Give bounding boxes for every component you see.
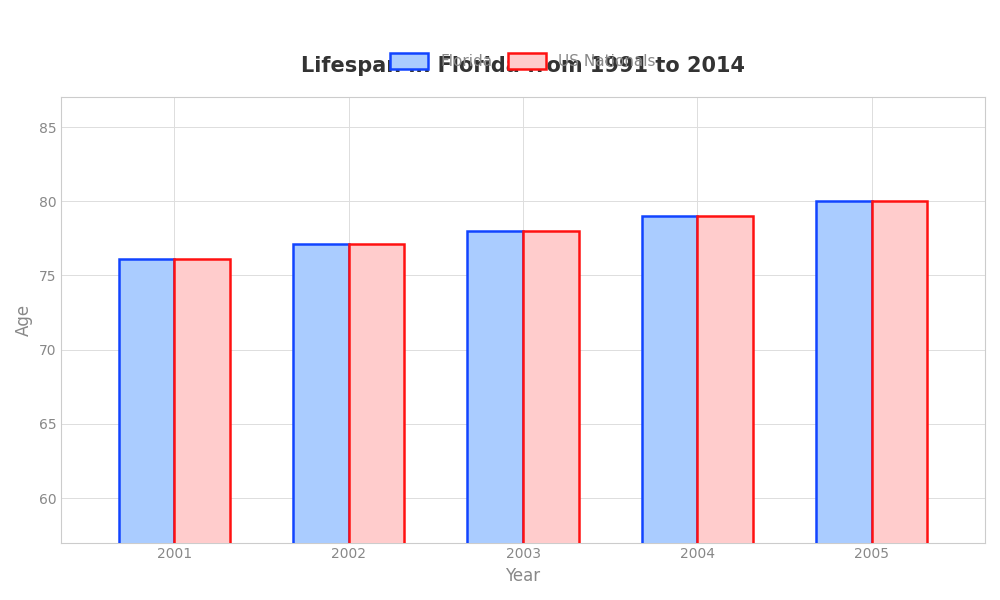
Bar: [642, 216, 697, 600]
Y-axis label: Age: Age: [15, 304, 33, 336]
Bar: [816, 201, 872, 600]
Bar: [697, 216, 753, 600]
Bar: [174, 259, 230, 600]
X-axis label: Year: Year: [505, 567, 541, 585]
Bar: [349, 244, 404, 600]
Bar: [119, 259, 174, 600]
Legend: Florida, US Nationals: Florida, US Nationals: [384, 47, 662, 76]
Bar: [523, 231, 579, 600]
Bar: [293, 244, 349, 600]
Bar: [467, 231, 523, 600]
Title: Lifespan in Florida from 1991 to 2014: Lifespan in Florida from 1991 to 2014: [301, 56, 745, 76]
Bar: [872, 201, 927, 600]
